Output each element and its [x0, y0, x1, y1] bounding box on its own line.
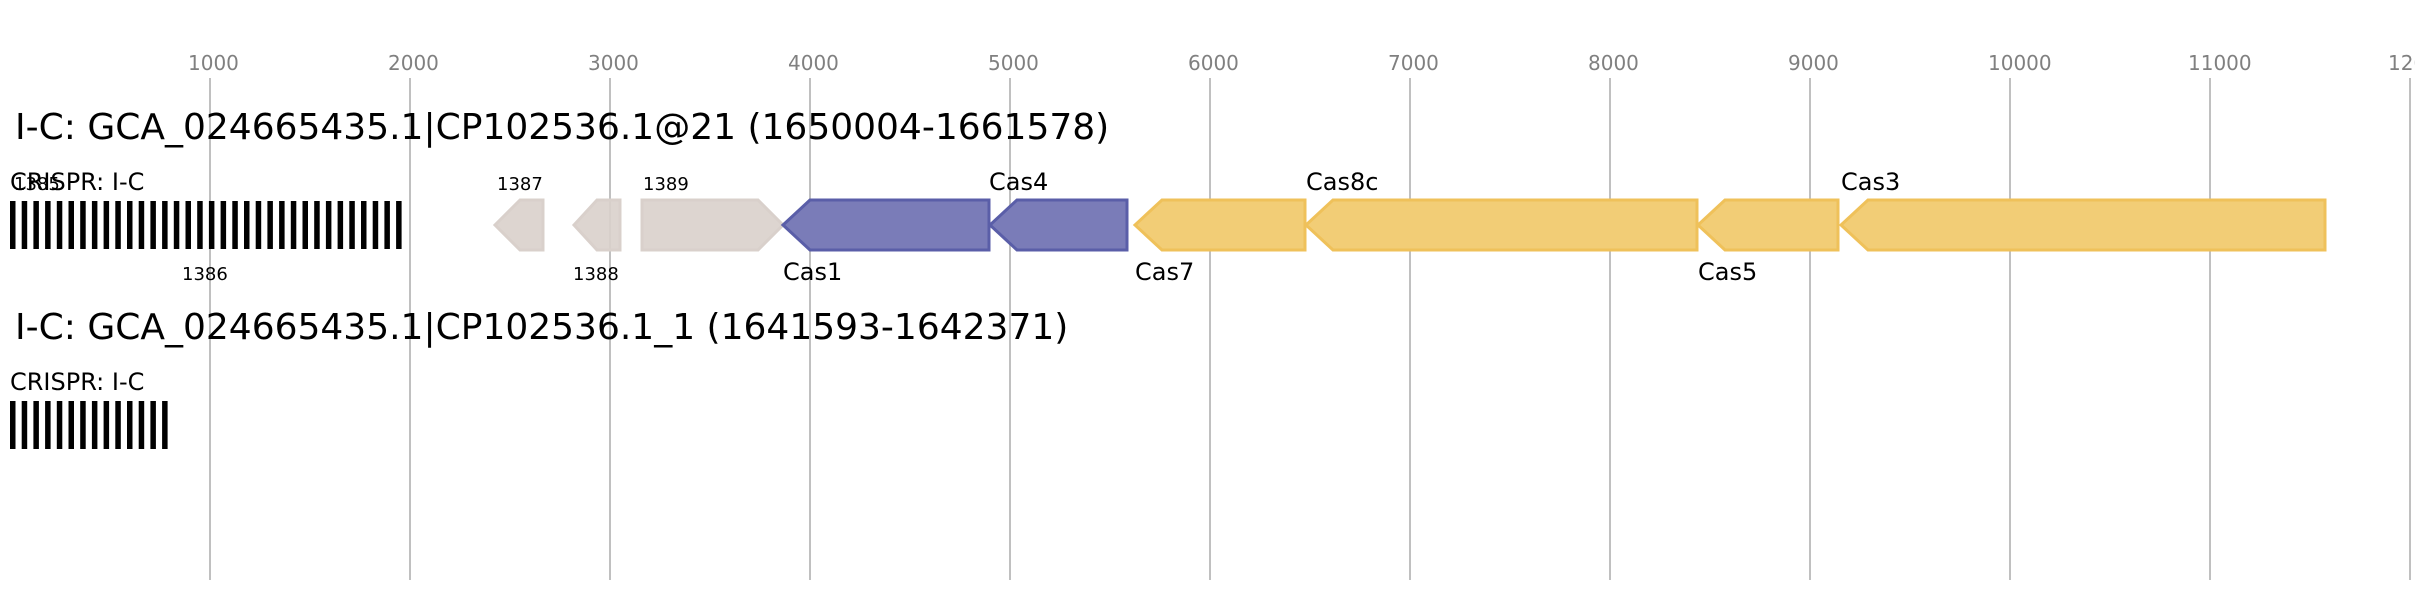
gene-cas7: [1132, 198, 1307, 252]
crispr-array: [10, 401, 168, 449]
crispr-repeat: [138, 401, 145, 449]
crispr-repeat: [208, 201, 215, 249]
gene-1387: [492, 198, 545, 252]
gene-cas3: [1838, 198, 2327, 252]
crispr-repeat: [138, 201, 145, 249]
crispr-repeat: [267, 201, 273, 249]
crispr-label: CRISPR: I-C: [10, 368, 144, 396]
gene-label-cas5: Cas5: [1698, 258, 1757, 286]
tick-label: 6000: [1188, 51, 1239, 75]
crispr-repeat: [45, 201, 51, 249]
crispr-repeat: [115, 201, 121, 249]
tick-label: 1000: [188, 51, 239, 75]
crispr-repeat: [56, 401, 63, 449]
crispr-repeat: [290, 201, 297, 249]
crispr-repeat: [232, 201, 238, 249]
crispr-repeat: [162, 401, 168, 449]
gene-cas1: [780, 198, 991, 252]
crispr-repeat: [384, 201, 390, 249]
crispr-repeat: [80, 201, 86, 249]
crispr-repeat: [349, 201, 355, 249]
crispr-repeat: [127, 401, 133, 449]
crispr-repeat: [255, 201, 262, 249]
crispr-repeat: [91, 201, 98, 249]
gene-cas5: [1695, 198, 1840, 252]
gene-1389: [640, 198, 786, 252]
gene-label-1388: 1388: [573, 264, 619, 285]
crispr-repeat: [127, 201, 133, 249]
crispr-label: CRISPR: I-C: [10, 168, 144, 196]
gene-cas8c: [1303, 198, 1699, 252]
crispr-repeat: [56, 201, 63, 249]
crispr-repeat: [244, 201, 250, 249]
crispr-repeat: [302, 201, 308, 249]
tick-label: 4000: [788, 51, 839, 75]
crispr-repeat: [150, 401, 156, 449]
crispr-repeat: [68, 401, 74, 449]
crispr-repeat: [33, 401, 39, 449]
gene-label-1386: 1386: [182, 264, 228, 285]
gene-cas4: [987, 198, 1129, 252]
gene-label-cas3: Cas3: [1841, 168, 1900, 196]
crispr-repeat: [197, 201, 203, 249]
array-id-label: 1385: [14, 174, 60, 195]
gene-label-cas7: Cas7: [1135, 258, 1194, 286]
crispr-repeat: [150, 201, 156, 249]
crispr-repeat: [10, 201, 16, 249]
crispr-repeat: [21, 401, 28, 449]
gene-label-cas1: Cas1: [783, 258, 842, 286]
crispr-repeat: [45, 401, 51, 449]
crispr-repeat: [361, 201, 367, 249]
crispr-repeat: [396, 201, 402, 249]
tick-label: 7000: [1388, 51, 1439, 75]
gene-label-cas4: Cas4: [989, 168, 1048, 196]
crispr-repeat: [173, 201, 180, 249]
locus-title: I-C: GCA_024665435.1|CP102536.1@21 (1650…: [15, 107, 1109, 148]
crispr-repeat: [185, 201, 191, 249]
crispr-repeat: [21, 201, 28, 249]
tick-label: 3000: [588, 51, 639, 75]
gene-1388: [571, 198, 622, 252]
tick-label: 2000: [388, 51, 439, 75]
crispr-repeat: [337, 201, 344, 249]
crispr-repeat: [325, 201, 332, 249]
crispr-repeat: [68, 201, 74, 249]
crispr-repeat: [314, 201, 320, 249]
crispr-repeat: [115, 401, 121, 449]
coordinate-axis: 1000 2000 3000 4000 5000 6000 7000 8000 9000 1000…: [188, 51, 2415, 580]
locus-title: I-C: GCA_024665435.1|CP102536.1_1 (16415…: [15, 307, 1068, 348]
crispr-repeat: [103, 201, 110, 249]
tick-label: 9000: [1788, 51, 1839, 75]
crispr-array: [10, 201, 402, 249]
tick-label: 1200: [2388, 51, 2415, 75]
gene-label-1389: 1389: [643, 174, 689, 195]
gene-label-1387: 1387: [497, 174, 543, 195]
crispr-repeat: [279, 201, 285, 249]
crispr-repeat: [162, 201, 168, 249]
tick-label: 11000: [2188, 51, 2252, 75]
crispr-repeat: [33, 201, 39, 249]
gene-label-cas8c: Cas8c: [1306, 168, 1378, 196]
crispr-repeat: [220, 201, 227, 249]
crispr-repeat: [91, 401, 98, 449]
crispr-repeat: [80, 401, 86, 449]
crispr-repeat: [10, 401, 16, 449]
crispr-repeat: [372, 201, 379, 249]
crispr-repeat: [103, 401, 110, 449]
tick-label: 8000: [1588, 51, 1639, 75]
tick-label: 10000: [1988, 51, 2052, 75]
tick-label: 5000: [988, 51, 1039, 75]
